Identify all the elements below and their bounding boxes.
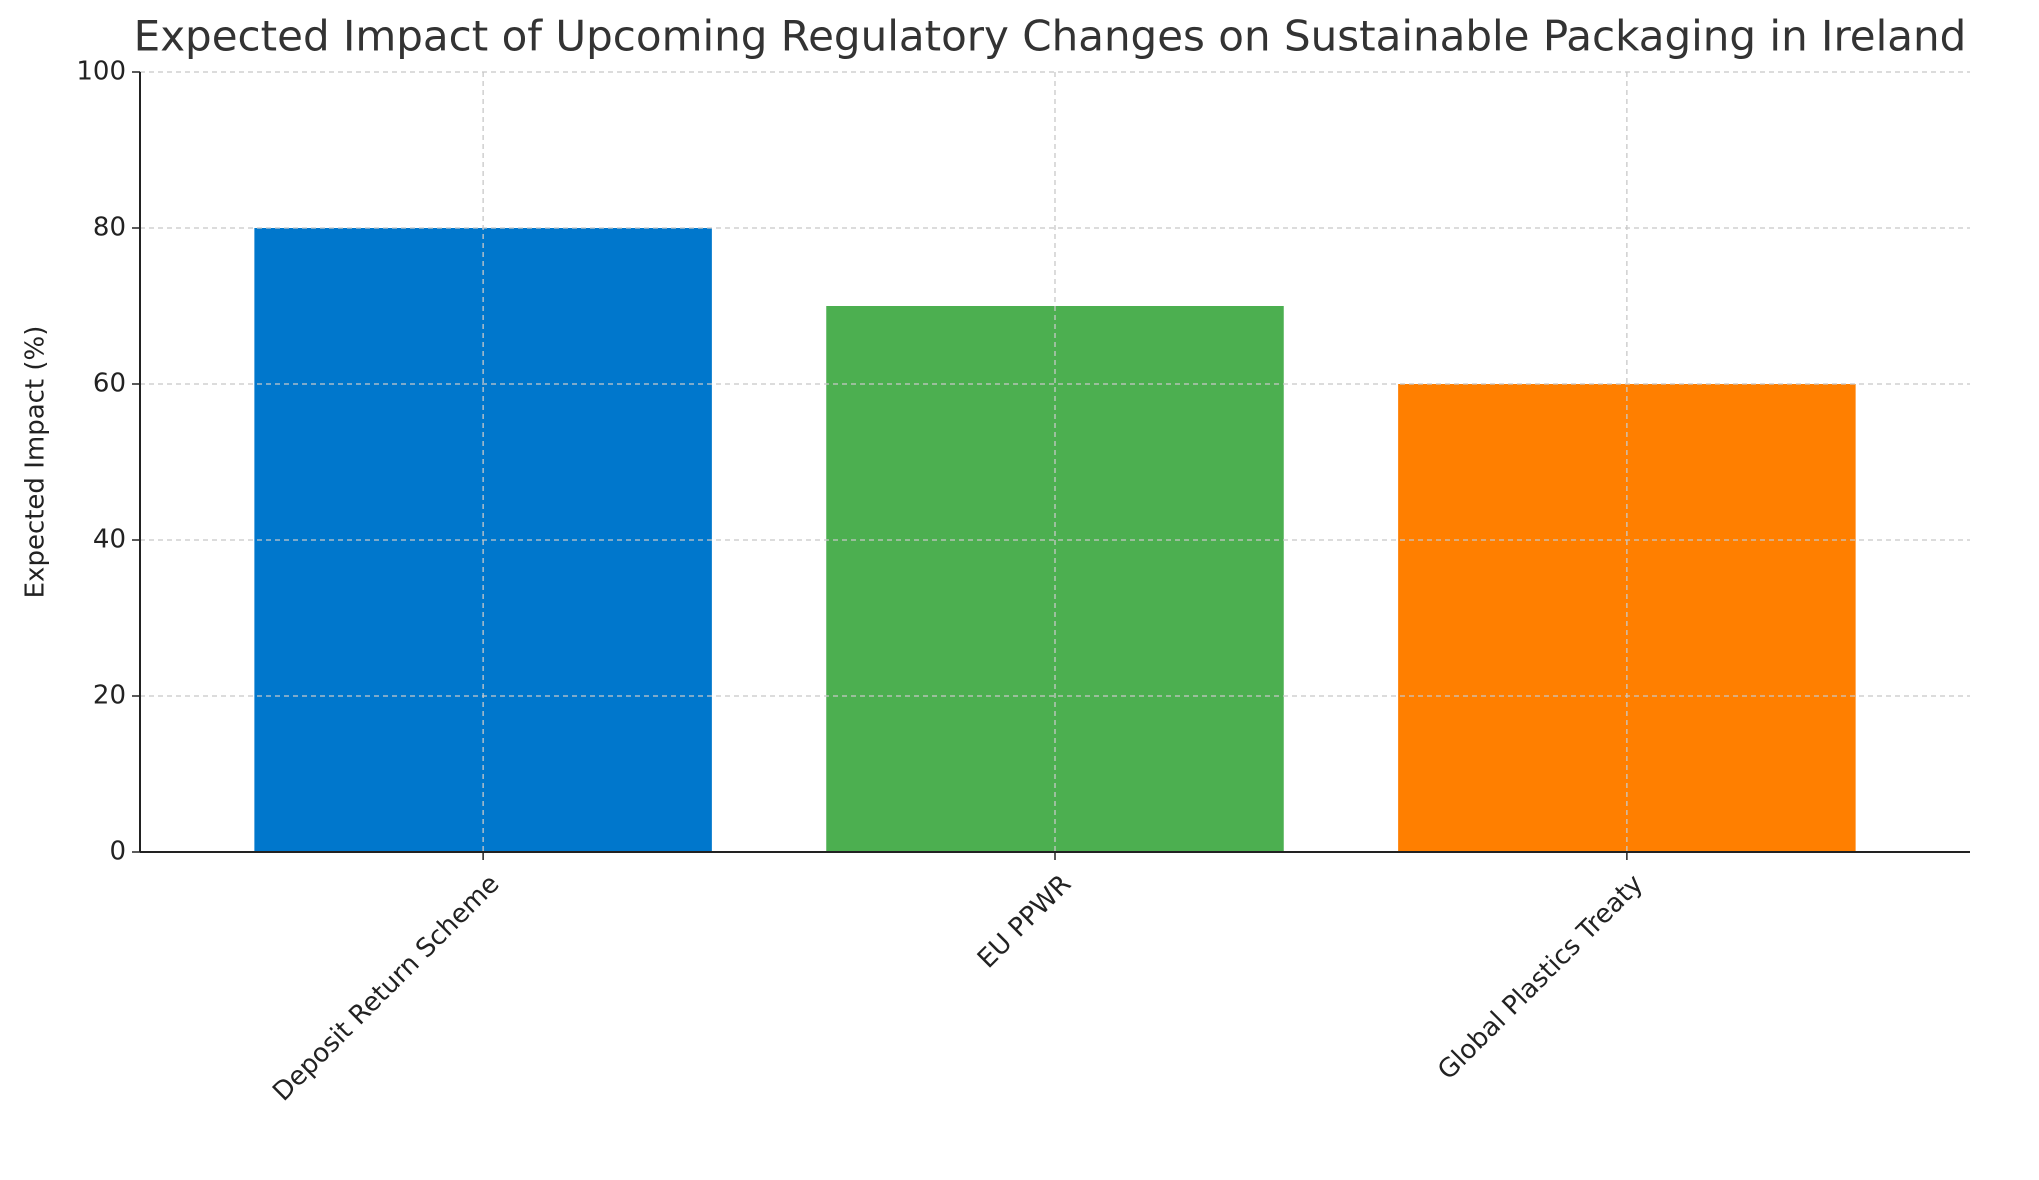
y-tick-label: 80 [93, 213, 126, 243]
y-tick-label: 100 [76, 57, 126, 87]
y-tick-label: 20 [93, 681, 126, 711]
y-tick-label: 60 [93, 369, 126, 399]
y-axis-label: Expected Impact (%) [21, 326, 51, 599]
y-tick-label: 0 [109, 837, 126, 867]
y-tick-label: 40 [93, 525, 126, 555]
chart-title: Expected Impact of Upcoming Regulatory C… [134, 12, 1967, 61]
